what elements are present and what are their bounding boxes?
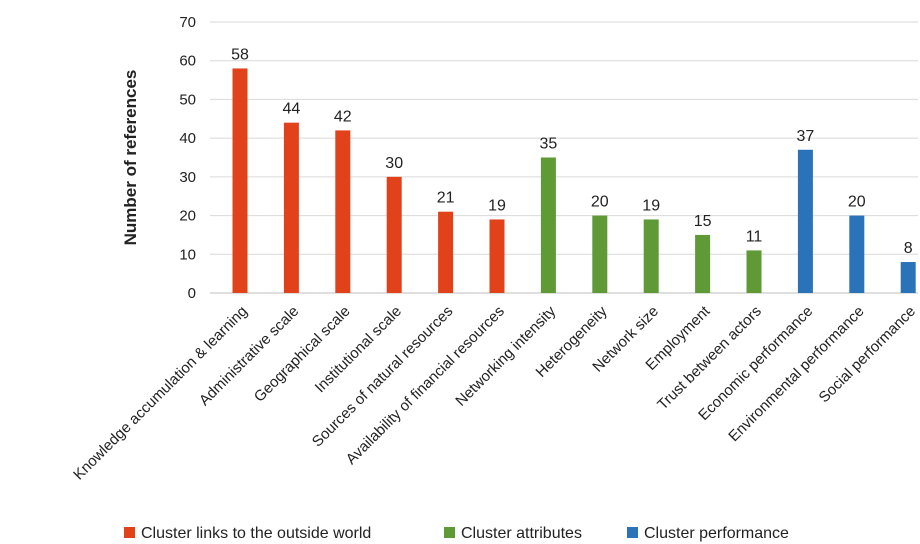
- y-tick-label: 0: [188, 285, 196, 302]
- legend-swatch: [444, 527, 455, 538]
- legend-label: Cluster performance: [644, 525, 789, 542]
- data-label: 20: [848, 194, 866, 211]
- data-label: 15: [694, 213, 712, 230]
- data-label: 44: [283, 101, 301, 118]
- y-tick-label: 30: [179, 169, 196, 186]
- category-labels: Knowledge accumulation & learningAdminis…: [70, 302, 919, 483]
- data-label: 37: [797, 128, 815, 145]
- bars: [232, 68, 916, 294]
- y-tick-label: 40: [179, 130, 196, 147]
- legend-label: Cluster links to the outside world: [141, 525, 371, 542]
- bar: [438, 211, 454, 293]
- y-tick-label: 50: [179, 91, 196, 108]
- bar: [849, 215, 865, 293]
- bar: [232, 68, 248, 293]
- gridlines: [210, 21, 918, 294]
- bar: [386, 176, 402, 293]
- legend: Cluster links to the outside world Cluste…: [124, 525, 789, 542]
- data-label: 58: [231, 46, 249, 63]
- legend-swatch: [627, 527, 638, 538]
- category-label: Geographical scale: [251, 303, 354, 406]
- category-label: Social performance: [816, 303, 919, 406]
- data-label: 19: [642, 197, 660, 214]
- data-label: 19: [488, 197, 506, 214]
- y-tick-label: 10: [179, 246, 196, 263]
- bar: [643, 219, 659, 293]
- legend-label: Cluster attributes: [461, 525, 582, 542]
- y-tick-label: 60: [179, 53, 196, 70]
- data-label: 8: [904, 240, 913, 257]
- bar: [797, 149, 813, 293]
- data-label: 11: [746, 228, 763, 245]
- data-label: 42: [334, 108, 352, 125]
- data-label: 21: [437, 190, 455, 207]
- bar: [283, 122, 299, 294]
- data-label: 20: [591, 194, 609, 211]
- category-label: Institutional scale: [312, 303, 405, 396]
- bar: [489, 219, 505, 293]
- category-label: Networking intensity: [452, 302, 559, 409]
- y-axis-ticks: 0 10 20 30 40 50 60 70: [179, 14, 196, 302]
- y-axis-label: Number of references: [121, 70, 140, 246]
- bar: [540, 157, 556, 293]
- bar: [695, 234, 711, 293]
- bar: [592, 215, 608, 293]
- y-tick-label: 70: [179, 14, 196, 31]
- bar: [746, 250, 762, 293]
- legend-swatch: [124, 527, 135, 538]
- data-label: 30: [385, 155, 403, 172]
- data-label: 35: [540, 136, 558, 153]
- bar: [900, 262, 916, 293]
- data-labels: 58 44 42 30 21 19 35 20 19 15 11 37 20 8: [231, 46, 913, 257]
- bar: [335, 130, 351, 293]
- category-label: Administrative scale: [196, 303, 302, 409]
- y-tick-label: 20: [179, 208, 196, 225]
